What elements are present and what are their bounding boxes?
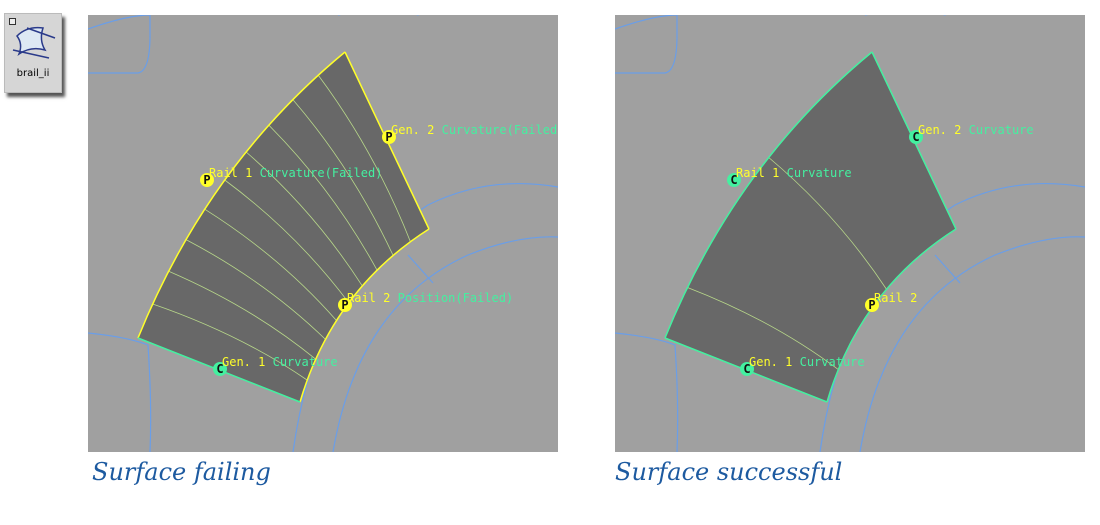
continuity-marker[interactable]: C xyxy=(213,362,227,376)
construction-curve xyxy=(88,332,152,452)
caption-successful: Surface successful xyxy=(615,458,843,486)
isoparm-line xyxy=(152,303,308,381)
construction-curve xyxy=(407,254,434,284)
edge-name: Rail 1 xyxy=(209,166,253,180)
tool-label: brail_ii xyxy=(16,68,50,79)
viewport-canvas xyxy=(615,15,1085,452)
construction-curve xyxy=(88,15,151,30)
continuity-status: Position(Failed) xyxy=(397,291,514,305)
continuity-status: Curvature xyxy=(272,355,338,369)
continuity-status: Curvature(Failed) xyxy=(441,123,558,137)
edge-name: Gen. 1 xyxy=(222,355,266,369)
isoparm-line xyxy=(687,287,839,370)
viewport-canvas xyxy=(88,15,558,452)
continuity-marker[interactable]: P xyxy=(200,173,214,187)
continuity-label: Rail 2 xyxy=(874,291,917,305)
brail-tool-button[interactable]: brail_ii xyxy=(4,13,62,93)
continuity-marker[interactable]: P xyxy=(382,130,396,144)
continuity-marker[interactable]: C xyxy=(909,130,923,144)
construction-curve xyxy=(88,15,151,74)
continuity-status: Curvature xyxy=(786,166,852,180)
edge-name: Rail 1 xyxy=(736,166,780,180)
continuity-label: Gen. 1 Curvature xyxy=(749,355,865,369)
continuity-marker[interactable]: P xyxy=(338,298,352,312)
continuity-label: Rail 1 Curvature(Failed) xyxy=(209,166,382,180)
continuity-label: Rail 1 Curvature xyxy=(736,166,852,180)
continuity-marker[interactable]: C xyxy=(727,173,741,187)
continuity-label: Gen. 2 Curvature(Failed) xyxy=(391,123,558,137)
viewport-failing[interactable]: P Gen. 2 Curvature(Failed) P Rail 1 Curvatu… xyxy=(88,15,558,452)
edge-name: Gen. 2 xyxy=(391,123,435,137)
isoparm-line xyxy=(204,208,337,321)
isoparm-line xyxy=(185,239,326,340)
construction-curve xyxy=(615,15,678,30)
edge-name: Gen. 2 xyxy=(918,123,962,137)
construction-curve xyxy=(859,236,1085,452)
construction-curve xyxy=(934,254,961,284)
isoparm-line xyxy=(224,179,350,303)
edge-name: Rail 2 xyxy=(347,291,391,305)
option-box-icon[interactable] xyxy=(9,18,16,25)
viewport-successful[interactable]: C Gen. 2 Curvature C Rail 1 Curvature P Rail … xyxy=(615,15,1085,452)
isoparm-line xyxy=(268,124,378,271)
rail-1-edge xyxy=(664,51,873,339)
caption-failing: Surface failing xyxy=(92,458,271,486)
edge-name: Rail 2 xyxy=(874,291,918,305)
continuity-status: Curvature xyxy=(968,123,1034,137)
isoparm-line xyxy=(292,99,394,256)
surface xyxy=(665,52,956,402)
continuity-label: Rail 2 Position(Failed) xyxy=(347,291,513,305)
continuity-marker[interactable]: C xyxy=(740,362,754,376)
surface xyxy=(138,52,429,402)
construction-curve xyxy=(332,236,558,452)
isoparm-line xyxy=(168,270,316,360)
edge-name: Gen. 1 xyxy=(749,355,793,369)
construction-curve xyxy=(615,332,679,452)
construction-curve xyxy=(615,15,678,74)
continuity-status: Curvature xyxy=(799,355,865,369)
continuity-status: Curvature(Failed) xyxy=(259,166,383,180)
birail-surface-icon xyxy=(12,26,56,59)
isoparm-line xyxy=(245,151,363,287)
isoparm-line xyxy=(317,74,411,242)
isoparm-line xyxy=(768,157,887,290)
rail-1-edge xyxy=(137,51,346,339)
continuity-marker[interactable]: P xyxy=(865,298,879,312)
continuity-label: Gen. 2 Curvature xyxy=(918,123,1034,137)
continuity-label: Gen. 1 Curvature xyxy=(222,355,338,369)
